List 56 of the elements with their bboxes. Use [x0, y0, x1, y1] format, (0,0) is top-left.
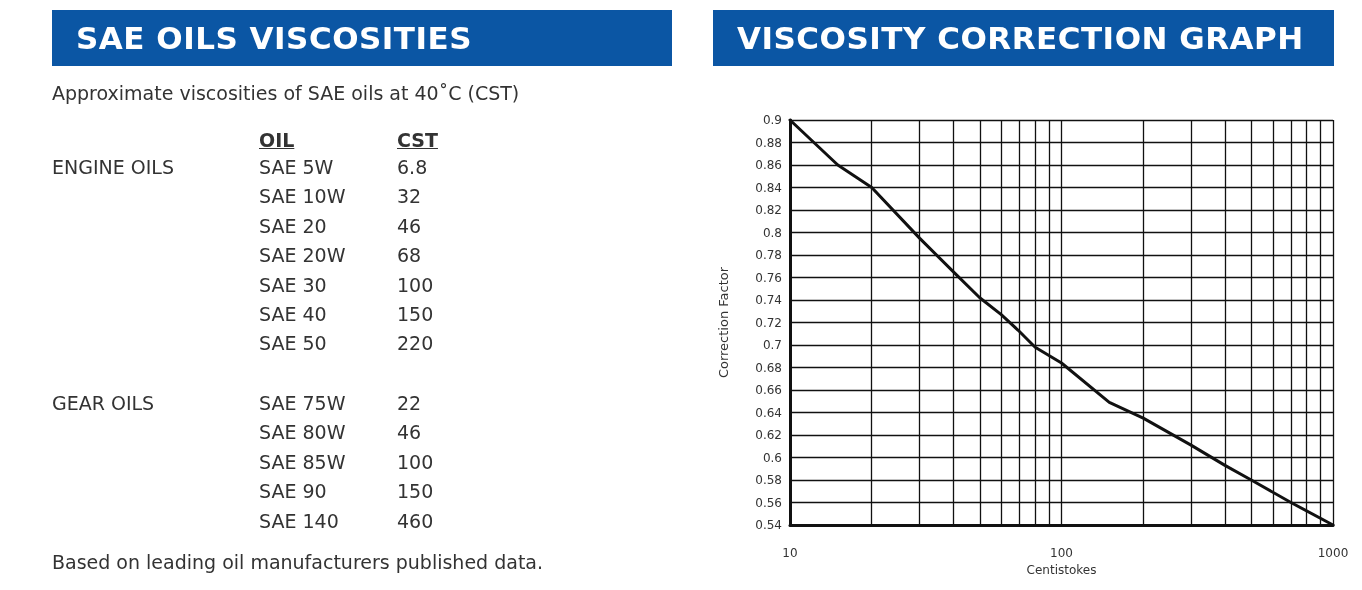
y-tick-label: 0.88 — [755, 135, 782, 150]
category-label: SAE 90 — [259, 479, 327, 504]
category-label: SAE 5W — [259, 155, 334, 179]
category-label: SAE 75W — [259, 391, 346, 415]
data-label: 220 — [397, 331, 434, 356]
category-label: SAE 80W — [259, 420, 346, 445]
category-label: SAE 20W — [259, 243, 346, 268]
x-axis-title: Centistokes — [1026, 562, 1097, 577]
text: ENGINE OILS — [52, 155, 175, 179]
y-tick-label: 0.72 — [755, 315, 782, 330]
category-label: SAE 85W — [259, 449, 346, 474]
y-tick-label: 0.9 — [762, 113, 782, 127]
data-label: 150 — [397, 302, 434, 326]
x-tick-label: 1000 — [1317, 546, 1349, 560]
data-label: 6.8 — [397, 155, 428, 179]
y-axis-title: Correction Factor — [716, 266, 731, 379]
data-label: 150 — [397, 479, 434, 504]
data-label: 46 — [397, 213, 422, 238]
y-tick-label: 0.62 — [755, 428, 782, 442]
x-tick-label: 10 — [782, 546, 798, 560]
text: SAE OILS VISCOSITIES — [52, 10, 672, 66]
category-label: SAE 10W — [259, 184, 346, 209]
data-label: 460 — [397, 508, 434, 533]
data-label: 46 — [397, 420, 422, 445]
text: Approximate viscosities of SAE oils at 40˚C (CST) — [52, 81, 520, 105]
category-label: SAE 20 — [259, 213, 327, 238]
data-label: 100 — [397, 272, 434, 297]
y-tick-label: 0.56 — [755, 495, 782, 510]
y-tick-label: 0.84 — [755, 180, 782, 195]
text: Based on leading oil manufacturers published data. — [52, 550, 544, 574]
category-label: SAE 30 — [259, 272, 327, 297]
text: OIL — [259, 128, 295, 152]
y-tick-label: 0.86 — [755, 158, 782, 172]
text: GEAR OILS — [52, 391, 155, 415]
y-tick-label: 0.8 — [762, 225, 782, 240]
data-label: 68 — [397, 243, 422, 268]
category-label: SAE 50 — [259, 331, 327, 356]
category-label: SAE 40 — [259, 302, 327, 326]
y-tick-label: 0.76 — [755, 270, 782, 285]
y-tick-label: 0.58 — [755, 473, 782, 487]
data-label: 100 — [397, 449, 434, 474]
y-tick-label: 0.64 — [755, 405, 782, 420]
y-tick-label: 0.6 — [762, 450, 782, 465]
y-tick-label: 0.66 — [755, 383, 782, 397]
y-tick-label: 0.54 — [755, 518, 782, 532]
x-tick-label: 100 — [1050, 546, 1073, 560]
category-label: SAE 140 — [259, 508, 339, 533]
y-tick-label: 0.82 — [755, 203, 782, 217]
data-label: 32 — [397, 184, 422, 209]
y-tick-label: 0.7 — [762, 338, 782, 352]
y-tick-label: 0.74 — [755, 293, 782, 307]
text: CST — [397, 128, 438, 152]
y-tick-label: 0.68 — [755, 360, 782, 375]
y-tick-label: 0.78 — [755, 248, 782, 262]
chart-title: VISCOSITY CORRECTION GRAPH — [713, 10, 1334, 66]
data-label: 22 — [397, 391, 422, 415]
